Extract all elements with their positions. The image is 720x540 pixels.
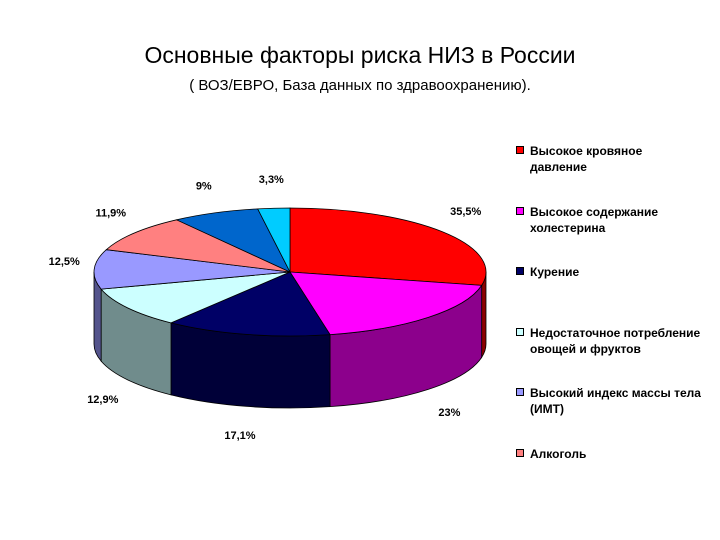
data-label: 3,3%: [259, 174, 284, 186]
legend-item: Алкоголь: [516, 446, 701, 462]
legend-swatch: [516, 146, 524, 154]
data-label: 17,1%: [224, 430, 255, 442]
legend-label: Недостаточное потребление овощей и фрукт…: [530, 325, 701, 356]
slice-tops: [93, 207, 487, 337]
legend-swatch: [516, 267, 524, 275]
slice: [105, 219, 291, 273]
legend-label: Высокое кровяное давление: [530, 144, 643, 174]
legend-swatch: [516, 327, 524, 336]
slice: [289, 271, 483, 336]
chart-title: Основные факторы риска НИЗ в России: [144, 42, 575, 68]
legend-swatch: [516, 448, 524, 457]
legend-swatch: [516, 388, 524, 396]
slice: [289, 207, 487, 286]
legend-item: Высокий индекс массы тела (ИМТ): [516, 385, 701, 417]
legend-item: Высокое кровяное давление: [516, 143, 701, 175]
legend-item: Высокое содержание холестерина: [516, 204, 701, 236]
data-label: 11,9%: [95, 208, 126, 220]
data-label: 35,5%: [450, 206, 481, 218]
legend-item: Курение: [516, 264, 701, 280]
legend-label: Курение: [530, 265, 580, 279]
legend-label: Алкоголь: [530, 446, 587, 461]
legend-label: Высокое содержание холестерина: [530, 204, 659, 235]
data-label: 12,5%: [49, 256, 80, 268]
slice: [169, 271, 331, 337]
slice: [257, 207, 291, 273]
legend-item: Недостаточное потребление овощей и фрукт…: [516, 325, 701, 357]
legend-swatch: [516, 206, 524, 215]
data-label: 23%: [438, 407, 460, 419]
chart-subtitle: ( ВОЗ/ЕВРО, База данных по здравоохранен…: [189, 77, 531, 94]
slice: [93, 249, 291, 290]
data-label: 12,9%: [87, 394, 118, 406]
data-label: 9%: [196, 180, 212, 192]
slice-sides: [93, 271, 487, 409]
legend-label: Высокий индекс массы тела (ИМТ): [530, 386, 701, 416]
slice: [100, 271, 291, 324]
